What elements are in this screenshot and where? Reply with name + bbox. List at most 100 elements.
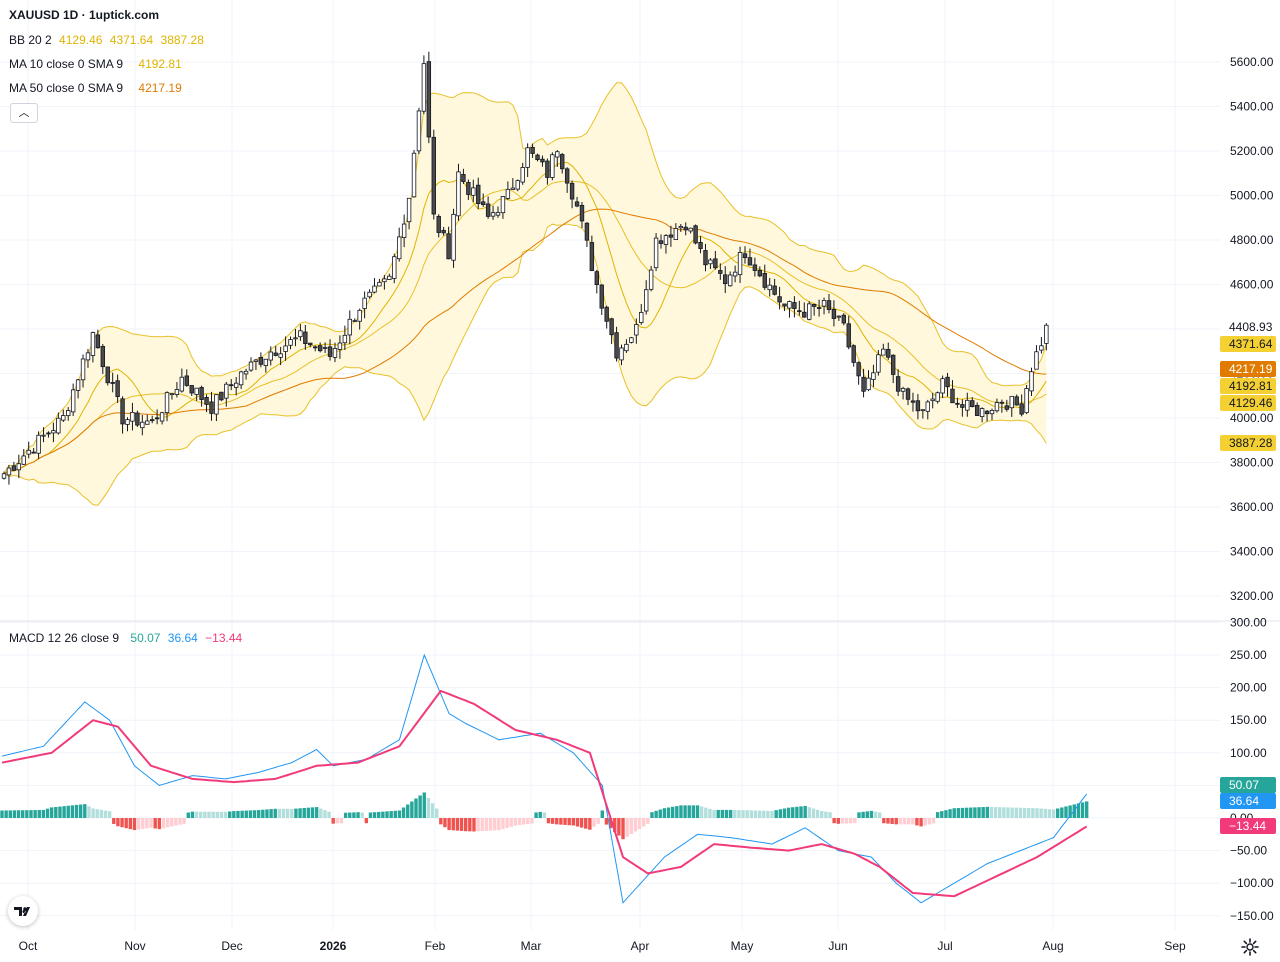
candle-body xyxy=(920,409,926,412)
candle-body xyxy=(871,372,876,380)
candle-body xyxy=(110,382,115,384)
candle-body xyxy=(752,264,758,271)
candle-body xyxy=(500,196,506,214)
candle-body xyxy=(807,303,812,320)
tradingview-logo-icon[interactable] xyxy=(8,896,38,926)
macd-histogram-bar xyxy=(480,818,484,832)
macd-histogram-bar xyxy=(724,809,729,818)
candle-body xyxy=(258,357,264,365)
macd-histogram-bar xyxy=(873,811,878,818)
candle-body xyxy=(243,370,249,375)
macd-histogram-bar xyxy=(546,818,551,824)
macd-histogram-bar xyxy=(625,818,629,837)
candle-body xyxy=(826,300,832,310)
macd-histogram-bar xyxy=(530,818,534,824)
macd-histogram-bar xyxy=(820,811,824,818)
macd-histogram-bar xyxy=(683,805,687,818)
candle-body xyxy=(495,212,501,216)
candle-body xyxy=(100,345,105,368)
candle-body xyxy=(831,309,837,319)
candle-body xyxy=(811,303,817,307)
candle-body xyxy=(313,346,318,349)
macd-histogram-bar xyxy=(981,807,985,818)
macd-histogram-bar xyxy=(584,818,588,829)
macd-histogram-bar xyxy=(1076,803,1081,818)
candle-body xyxy=(861,376,866,392)
macd-histogram-bar xyxy=(149,818,153,828)
gear-icon[interactable] xyxy=(1240,937,1260,957)
candle-body xyxy=(841,314,846,324)
candle-body xyxy=(159,412,165,422)
macd-histogram-bar xyxy=(314,807,319,818)
candle-body xyxy=(589,242,595,271)
candle-body xyxy=(787,301,792,309)
macd-histogram-bar xyxy=(720,809,725,818)
candle-body xyxy=(288,339,293,346)
candle-body xyxy=(762,273,767,288)
macd-histogram-bar xyxy=(368,812,373,818)
macd-histogram-bar xyxy=(948,809,952,818)
candle-body xyxy=(1014,396,1019,406)
macd-histogram-bar xyxy=(517,818,522,826)
macd-histogram-bar xyxy=(323,810,327,818)
macd-badge xyxy=(1220,777,1276,793)
legend-ma50-value: 4217.19 xyxy=(138,81,182,95)
macd-histogram-bar xyxy=(87,806,91,818)
macd-badge-label: 36.64 xyxy=(1229,794,1259,808)
macd-histogram-bar xyxy=(956,808,961,818)
macd-histogram-bar xyxy=(4,810,8,818)
candle-body xyxy=(485,203,491,217)
candle-body xyxy=(80,358,86,381)
macd-histogram-bar xyxy=(426,797,431,818)
macd-histogram-bar xyxy=(642,818,646,827)
macd-histogram-bar xyxy=(385,811,389,818)
macd-histogram-bar xyxy=(74,804,79,818)
collapse-legend-button[interactable]: ︿ xyxy=(10,103,38,123)
candle-body xyxy=(308,342,313,346)
time-axis[interactable]: Oct Nov Dec 2026 Feb Mar Apr May Jun Jul Aug Sep xyxy=(19,939,1186,953)
macd-histogram-bar xyxy=(998,807,1002,818)
bb-lower-line xyxy=(3,223,1047,506)
candle-body xyxy=(866,377,871,391)
macd-histogram-bar xyxy=(877,812,882,818)
legend-ma50-label: MA 50 close 0 SMA 9 xyxy=(9,81,124,95)
macd-histogram-bar xyxy=(174,818,178,826)
macd-histogram-bar xyxy=(973,807,977,818)
macd-histogram-bar xyxy=(285,808,290,818)
candle-body xyxy=(1009,395,1014,409)
ma50-line xyxy=(3,208,1047,475)
macd-histogram-bar xyxy=(455,818,460,831)
macd-histogram-bar xyxy=(157,818,162,830)
price-badge xyxy=(1220,319,1276,335)
candle-body xyxy=(61,415,66,421)
legend-ma10-label: MA 10 close 0 SMA 9 xyxy=(9,57,124,71)
macd-histogram-bar xyxy=(252,810,257,818)
candle-body xyxy=(974,404,980,416)
candle-body xyxy=(406,197,412,223)
macd-histogram-bar xyxy=(406,804,410,818)
candle-body xyxy=(634,324,639,336)
signal-line xyxy=(1,689,1088,898)
legend-ma50[interactable]: MA 50 close 0 SMA 9 4217.19 xyxy=(9,81,182,95)
macd-histogram-bar xyxy=(472,818,476,832)
time-axis-label: Jul xyxy=(937,939,952,953)
candle-body xyxy=(327,346,333,357)
legend-bb[interactable]: BB 20 2 4129.46 4371.64 3887.28 xyxy=(9,33,204,47)
candle-body xyxy=(41,434,46,437)
macd-histogram-bar xyxy=(12,810,17,818)
macd-histogram-bar xyxy=(815,809,820,818)
candle-body xyxy=(441,229,446,234)
bollinger-band-fill xyxy=(4,82,1047,506)
price-axis-label: 5000.00 xyxy=(1230,189,1274,203)
legend-ma10[interactable]: MA 10 close 0 SMA 9 4192.81 xyxy=(9,57,182,71)
macd-histogram-bar xyxy=(21,810,25,818)
macd-histogram-bar xyxy=(969,807,973,818)
candle-body xyxy=(377,281,382,287)
candle-body xyxy=(130,411,135,422)
candle-body xyxy=(925,401,930,412)
macd-histogram-bar xyxy=(1014,807,1018,818)
legend-macd[interactable]: MACD 12 26 close 9 50.07 36.64 −13.44 xyxy=(9,631,242,645)
macd-histogram-bar xyxy=(894,818,898,825)
macd-histogram-bar xyxy=(103,810,108,818)
macd-histogram-bar xyxy=(410,801,414,818)
